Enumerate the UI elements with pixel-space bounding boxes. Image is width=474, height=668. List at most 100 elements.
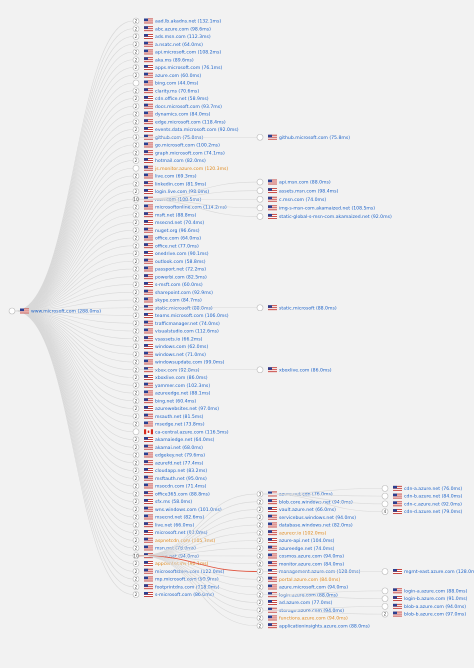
child-node[interactable] <box>132 95 140 102</box>
child-node[interactable] <box>132 288 140 296</box>
leaf-node[interactable] <box>381 485 389 492</box>
node-label[interactable]: sharepoint.com (92.9ms) <box>155 290 213 296</box>
child-node[interactable] <box>132 482 140 490</box>
node-label[interactable]: blob-b.azure.com (97.0ms) <box>404 612 466 618</box>
node-label[interactable]: img-s-msn-com.akamaized.net (108.5ms) <box>279 205 375 211</box>
branch-node[interactable] <box>256 537 264 544</box>
node-label[interactable]: management.azure.com (128.0ms) <box>279 569 361 575</box>
node-label[interactable]: apps.microsoft.com (76.1ms) <box>155 65 223 71</box>
node-label[interactable]: office365.com (88.8ms) <box>155 491 210 497</box>
node-label[interactable]: msecnd.net (82.6ms) <box>155 515 204 521</box>
node-label[interactable]: footprintdns.com (118.0ms) <box>155 584 220 590</box>
node-label[interactable]: yammer.com (102.3ms) <box>155 383 210 389</box>
node-label[interactable]: login-b.azure.com (91.0ms) <box>404 596 468 602</box>
root-label[interactable]: www.microsoft.com (288.0ms) <box>31 309 101 315</box>
node-label[interactable]: clarity.ms (70.6ms) <box>155 88 199 94</box>
node-label[interactable]: azure.com (60.0ms) <box>155 73 201 79</box>
node-label[interactable]: visualstudio.com (112.6ms) <box>155 329 219 335</box>
node-label[interactable]: nuget.org (96.6ms) <box>155 228 200 234</box>
child-node[interactable] <box>132 273 140 281</box>
node-label[interactable]: hotmail.com (82.0ms) <box>155 158 206 164</box>
node-label[interactable]: outlook.com (58.8ms) <box>155 259 206 265</box>
child-node[interactable] <box>132 242 140 250</box>
child-node[interactable] <box>132 281 140 288</box>
branch-node[interactable] <box>256 529 264 537</box>
branch-node[interactable] <box>256 366 264 374</box>
node-label[interactable]: api.microsoft.com (108.2ms) <box>155 50 221 56</box>
node-label[interactable]: graph.microsoft.com (74.1ms) <box>155 150 225 156</box>
child-node[interactable] <box>132 234 140 242</box>
node-label[interactable]: github.microsoft.com (75.8ms) <box>279 135 350 141</box>
node-label[interactable]: azurefd.net (77.4ms) <box>155 460 204 466</box>
child-node[interactable] <box>132 459 140 467</box>
child-node[interactable] <box>132 490 140 498</box>
branch-node[interactable] <box>256 513 264 521</box>
node-label[interactable]: linkedin.com (81.9ms) <box>155 181 207 187</box>
node-label[interactable]: sfx.ms (58.0ms) <box>155 499 192 505</box>
node-label[interactable]: cdn-d.azure.net (79.0ms) <box>404 509 462 515</box>
node-label[interactable]: storage.azure.com (94.0ms) <box>279 608 344 614</box>
child-node[interactable] <box>132 544 140 552</box>
child-node[interactable] <box>132 374 140 381</box>
node-label[interactable]: mgmt-east.azure.com (128.0ms) <box>404 569 474 575</box>
child-node[interactable] <box>132 226 140 234</box>
branch-node[interactable] <box>256 544 264 552</box>
child-node[interactable] <box>132 164 140 172</box>
child-node[interactable] <box>132 567 140 575</box>
child-node[interactable] <box>132 397 140 405</box>
node-label[interactable]: xboxlive.com (86.0ms) <box>279 367 332 373</box>
child-node[interactable] <box>132 319 140 327</box>
child-node[interactable] <box>132 529 140 536</box>
node-label[interactable]: msecnd.net (70.4ms) <box>155 220 204 226</box>
child-node[interactable] <box>132 420 140 428</box>
child-node[interactable] <box>132 219 140 226</box>
child-node[interactable] <box>132 110 140 118</box>
node-label[interactable]: aka.ms (89.6ms) <box>155 57 194 63</box>
branch-node[interactable] <box>256 614 264 622</box>
child-node[interactable] <box>132 536 140 544</box>
branch-node[interactable] <box>256 521 264 529</box>
child-node[interactable] <box>132 141 140 149</box>
node-label[interactable]: msftauth.net (95.0ms) <box>155 476 207 482</box>
child-node[interactable] <box>132 180 140 188</box>
node-label[interactable]: assets.msn.com (98.4ms) <box>279 188 338 194</box>
node-label[interactable]: cdn.office.net (58.9ms) <box>155 96 209 102</box>
child-node[interactable] <box>132 157 140 164</box>
node-label[interactable]: static-global-s-msn-com.akamaized.net (9… <box>279 214 392 220</box>
node-label[interactable]: github.com (75.8ms) <box>155 135 203 141</box>
child-node[interactable] <box>132 257 140 265</box>
node-label[interactable]: s-microsoft.com (86.0ms) <box>155 592 214 598</box>
branch-node[interactable] <box>256 304 264 312</box>
node-label[interactable]: azureedge.net (88.1ms) <box>155 391 211 397</box>
child-node[interactable] <box>132 25 140 33</box>
branch-node[interactable] <box>256 575 264 583</box>
node-label[interactable]: bing.net (60.4ms) <box>155 398 196 404</box>
child-node[interactable] <box>132 211 140 219</box>
branch-node[interactable] <box>256 622 264 630</box>
branch-node[interactable] <box>256 583 264 591</box>
node-label[interactable]: xboxlive.com (86.0ms) <box>155 375 208 381</box>
branch-node[interactable] <box>256 552 264 560</box>
child-node[interactable] <box>132 443 140 451</box>
node-label[interactable]: passport.net (72.2ms) <box>155 267 206 273</box>
child-node[interactable] <box>132 412 140 420</box>
node-label[interactable]: cloudapp.net (83.2ms) <box>155 468 207 474</box>
node-label[interactable]: functions.azure.com (94.0ms) <box>279 616 348 622</box>
node-label[interactable]: msn.net (78.0ms) <box>155 546 196 552</box>
node-label[interactable]: login.live.com (98.0ms) <box>155 189 209 195</box>
child-node[interactable] <box>132 188 140 195</box>
node-label[interactable]: login.azure.com (88.0ms) <box>279 592 338 598</box>
node-label[interactable]: bing.com (44.0ms) <box>155 81 199 87</box>
node-label[interactable]: msn.com (108.5ms) <box>155 197 201 203</box>
child-node[interactable] <box>132 312 140 319</box>
child-node[interactable] <box>132 102 140 110</box>
node-label[interactable]: office.net (77.0ms) <box>155 243 199 249</box>
node-label[interactable]: onedrive.com (90.1ms) <box>155 251 209 257</box>
node-label[interactable]: edge.microsoft.com (118.4ms) <box>155 119 226 125</box>
node-label[interactable]: office.com (64.0ms) <box>155 236 201 242</box>
node-label[interactable]: aspnetcdn.com (105.3ms) <box>155 538 216 544</box>
child-node[interactable] <box>132 250 140 257</box>
child-node[interactable] <box>132 33 140 40</box>
node-label[interactable]: powerbi.com (82.5ms) <box>155 274 207 280</box>
child-node[interactable] <box>132 203 140 211</box>
